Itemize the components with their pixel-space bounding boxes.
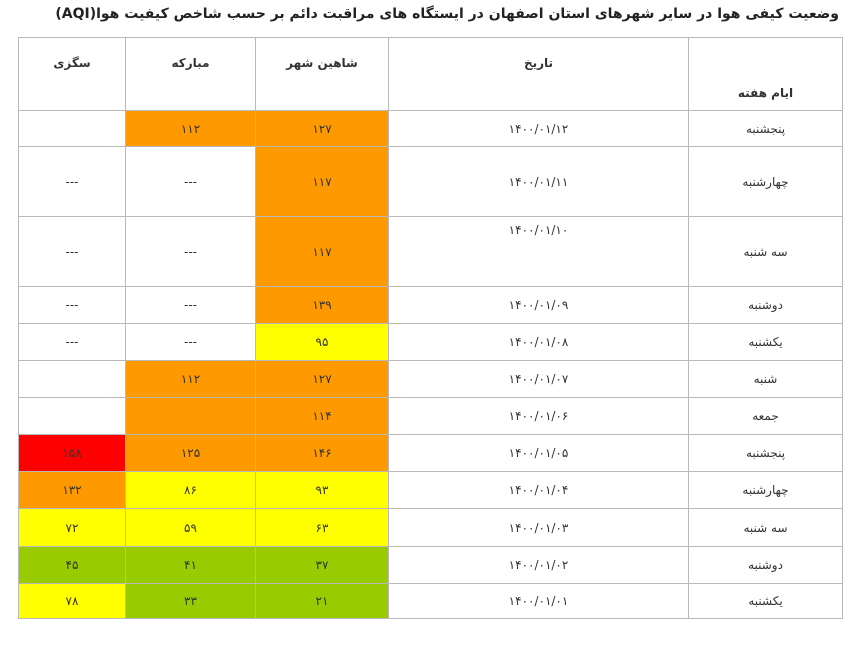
table-cell: ۴۱	[125, 546, 256, 584]
table-cell: ۱۲۷	[255, 110, 389, 147]
table-row: شنبه ۱۴۰۰/۰۱/۰۷ ۱۲۷ ۱۱۲	[18, 360, 843, 398]
table-cell: ۱۴۰۰/۰۱/۰۴	[388, 471, 689, 509]
column-header: سگزی	[18, 37, 126, 111]
table-cell: ۱۳۲	[18, 471, 126, 509]
table-cell: ---	[18, 216, 126, 287]
table-cell: ۳۳	[125, 583, 256, 619]
table-cell: ۳۷	[255, 546, 389, 584]
table-cell: ۸۶	[125, 471, 256, 509]
table-cell: یکشنبه	[688, 583, 843, 619]
table-row: یکشنبه ۱۴۰۰/۰۱/۰۱ ۲۱ ۳۳ ۷۸	[18, 583, 843, 619]
table-cell: ۱۴۶	[255, 434, 389, 472]
table-cell	[18, 110, 126, 147]
table-cell: ---	[125, 323, 256, 361]
table-cell: ---	[125, 146, 256, 217]
table-cell	[18, 397, 126, 435]
table-cell: ---	[125, 216, 256, 287]
table-cell: ۱۱۲	[125, 360, 256, 398]
table-cell: ۲۱	[255, 583, 389, 619]
table-cell: ۱۱۷	[255, 216, 389, 287]
table-row: دوشنبه ۱۴۰۰/۰۱/۰۲ ۳۷ ۴۱ ۴۵	[18, 546, 843, 584]
table-cell: ۱۴۰۰/۰۱/۰۹	[388, 286, 689, 324]
table-cell: ---	[18, 286, 126, 324]
table-cell: ۱۳۹	[255, 286, 389, 324]
table-head: ایام هفته تاریخ شاهین شهر مبارکه سگزی	[18, 37, 843, 111]
table-cell: ۱۲۷	[255, 360, 389, 398]
table-row: سه شنبه ۱۴۰۰/۰۱/۱۰ ۱۱۷ --- ---	[18, 216, 843, 287]
table-row: چهارشنبه ۱۴۰۰/۰۱/۰۴ ۹۳ ۸۶ ۱۳۲	[18, 471, 843, 509]
table-cell: سه شنبه	[688, 216, 843, 287]
table-cell: ۱۴۰۰/۰۱/۰۸	[388, 323, 689, 361]
table-cell: ۱۴۰۰/۰۱/۰۲	[388, 546, 689, 584]
table-cell: ۷۲	[18, 508, 126, 547]
table-cell: ۴۵	[18, 546, 126, 584]
table-cell: پنجشنبه	[688, 110, 843, 147]
table-row: یکشنبه ۱۴۰۰/۰۱/۰۸ ۹۵ --- ---	[18, 323, 843, 361]
title: وضعیت کیفی هوا در سایر شهرهای استان اصفه…	[55, 6, 839, 22]
table-row: جمعه ۱۴۰۰/۰۱/۰۶ ۱۱۴	[18, 397, 843, 435]
table-cell: ۱۱۴	[255, 397, 389, 435]
table-cell: جمعه	[688, 397, 843, 435]
table-body: پنجشنبه ۱۴۰۰/۰۱/۱۲ ۱۲۷ ۱۱۲ چهارشنبه ۱۴۰۰/۰۱/۱…	[18, 110, 843, 619]
column-header: شاهین شهر	[255, 37, 389, 111]
table-cell: دوشنبه	[688, 286, 843, 324]
table-row: سه شنبه ۱۴۰۰/۰۱/۰۳ ۶۳ ۵۹ ۷۲	[18, 508, 843, 547]
table-cell: چهارشنبه	[688, 146, 843, 217]
table-cell: پنجشنبه	[688, 434, 843, 472]
table-cell: ۱۴۰۰/۰۱/۰۵	[388, 434, 689, 472]
table-cell: چهارشنبه	[688, 471, 843, 509]
table-cell: سه شنبه	[688, 508, 843, 547]
table-cell	[18, 360, 126, 398]
table-cell: ۵۹	[125, 508, 256, 547]
table-cell: ۱۴۰۰/۰۱/۱۰	[388, 216, 689, 287]
table-cell: ۱۴۰۰/۰۱/۰۷	[388, 360, 689, 398]
column-header: مبارکه	[125, 37, 256, 111]
aqi-table: ایام هفته تاریخ شاهین شهر مبارکه سگزی پنجشنب…	[18, 37, 843, 619]
table-cell: ۱۴۰۰/۰۱/۰۶	[388, 397, 689, 435]
table-cell: شنبه	[688, 360, 843, 398]
table-cell: ۱۱۷	[255, 146, 389, 217]
table-cell: ---	[125, 286, 256, 324]
table-cell: ۹۵	[255, 323, 389, 361]
table-cell: ۶۳	[255, 508, 389, 547]
header-row: ایام هفته تاریخ شاهین شهر مبارکه سگزی	[18, 37, 843, 111]
table-cell: ۱۴۰۰/۰۱/۰۱	[388, 583, 689, 619]
table-cell: دوشنبه	[688, 546, 843, 584]
table-row: دوشنبه ۱۴۰۰/۰۱/۰۹ ۱۳۹ --- ---	[18, 286, 843, 324]
table-cell: ۷۸	[18, 583, 126, 619]
table-cell	[125, 397, 256, 435]
table-cell: ۱۱۲	[125, 110, 256, 147]
table-cell: یکشنبه	[688, 323, 843, 361]
table-cell: ---	[18, 323, 126, 361]
table-row: پنجشنبه ۱۴۰۰/۰۱/۱۲ ۱۲۷ ۱۱۲	[18, 110, 843, 147]
table-row: پنجشنبه ۱۴۰۰/۰۱/۰۵ ۱۴۶ ۱۲۵ ۱۵۸	[18, 434, 843, 472]
table-cell: ---	[18, 146, 126, 217]
table-cell: ۱۲۵	[125, 434, 256, 472]
table-row: چهارشنبه ۱۴۰۰/۰۱/۱۱ ۱۱۷ --- ---	[18, 146, 843, 217]
table-cell: ۱۴۰۰/۰۱/۰۳	[388, 508, 689, 547]
table-cell: ۱۵۸	[18, 434, 126, 472]
table-cell: ۹۳	[255, 471, 389, 509]
table-cell: ۱۴۰۰/۰۱/۱۲	[388, 110, 689, 147]
column-header: ایام هفته	[688, 37, 843, 111]
column-header: تاریخ	[388, 37, 689, 111]
table-cell: ۱۴۰۰/۰۱/۱۱	[388, 146, 689, 217]
